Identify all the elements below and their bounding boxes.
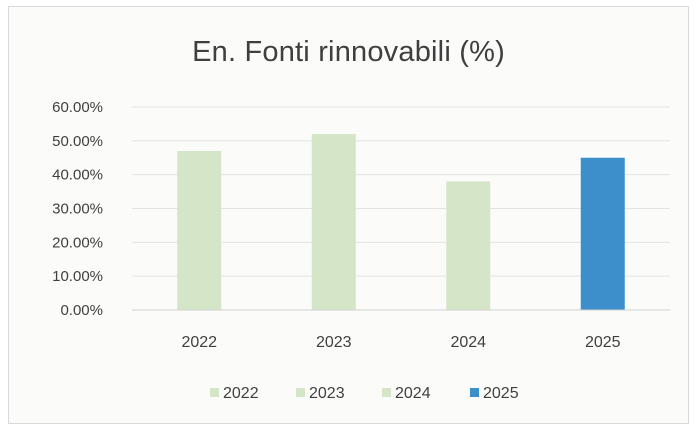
legend-swatch [210, 388, 219, 397]
y-axis-ticks: 0.00% 10.00% 20.00% 30.00% 40.00% 50.00% 60.00… [52, 99, 103, 319]
y-tick-label: 40.00% [52, 167, 103, 184]
x-tick-label: 2022 [181, 334, 217, 351]
y-tick-label: 10.00% [52, 268, 103, 285]
bar-2025 [580, 157, 625, 310]
legend-label: 2025 [483, 385, 519, 402]
bars [177, 134, 625, 310]
gridlines [132, 106, 670, 277]
y-tick-label: 60.00% [52, 99, 103, 116]
legend-label: 2024 [395, 385, 431, 402]
x-tick-label: 2025 [585, 334, 621, 351]
legend: 2022 2023 2024 2025 [210, 385, 519, 402]
chart-title: En. Fonti rinnovabili (%) [192, 36, 505, 68]
legend-label: 2023 [309, 385, 345, 402]
legend-swatch [382, 388, 391, 397]
bar-2022 [177, 150, 222, 310]
bar-2024 [446, 181, 491, 310]
legend-label: 2022 [223, 385, 259, 402]
legend-swatch [470, 388, 479, 397]
x-tick-label: 2023 [316, 334, 352, 351]
y-tick-label: 50.00% [52, 133, 103, 150]
bar-2023 [311, 134, 356, 310]
y-tick-label: 30.00% [52, 201, 103, 218]
y-tick-label: 0.00% [60, 302, 103, 319]
y-tick-label: 20.00% [52, 234, 103, 251]
legend-swatch [296, 388, 305, 397]
x-tick-label: 2024 [450, 334, 486, 351]
x-axis-ticks: 2022 2023 2024 2025 [181, 334, 620, 351]
